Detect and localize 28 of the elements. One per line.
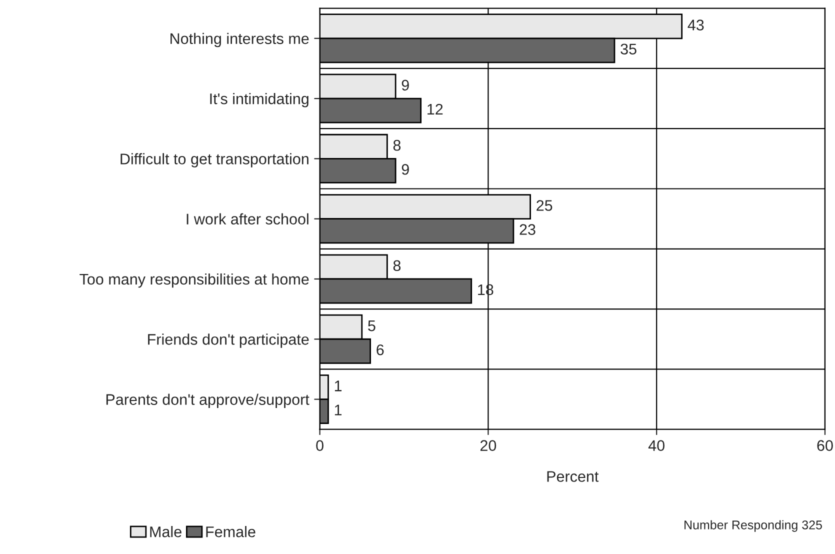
data-label: 1 [334,404,342,416]
x-tick-label: 40 [648,440,664,451]
legend-label: Male [150,526,182,538]
data-label: 35 [620,44,636,55]
x-axis-title: Percent [547,471,599,482]
data-label: 12 [428,104,443,115]
data-label: 5 [368,320,376,332]
x-tick-label: 20 [480,440,496,451]
text: Number Responding 325 [684,520,822,532]
data-label: 8 [393,260,401,272]
data-label: 9 [402,164,409,175]
y-tick-label: Difficult to get transportation [120,153,308,168]
data-label: 1 [334,380,342,392]
x-tick-label: 60 [817,440,833,451]
data-label: 43 [688,20,704,30]
y-tick-label: Nothing interests me [170,32,309,48]
data-label: 6 [376,344,384,356]
y-tick-label: Parents don't approve/support [106,394,310,408]
data-label: 8 [393,140,401,151]
y-tick-label: Too many responsibilities at home [80,273,309,288]
x-tick-label: 0 [316,440,324,451]
y-tick-label: Friends don't participate [148,334,309,348]
data-label: 23 [520,224,536,235]
data-label: 25 [536,200,552,211]
y-tick-label: I work after school [186,213,308,225]
data-label: 9 [402,80,409,91]
legend-label: Female [206,526,256,538]
y-tick-label: It's intimidating [210,92,308,108]
